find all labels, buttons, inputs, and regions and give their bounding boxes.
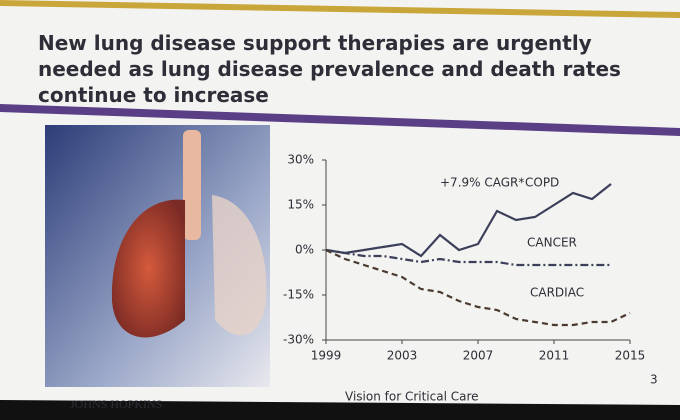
gold-band (0, 0, 680, 18)
x-tick-label: 2011 (539, 349, 570, 363)
y-tick-label: 30% (287, 153, 314, 167)
series-label: COPD (525, 176, 559, 190)
trachea (183, 130, 201, 240)
x-tick-label: 2003 (387, 349, 418, 363)
x-tick-label: 2007 (463, 349, 494, 363)
series-label: CARDIAC (530, 286, 584, 300)
organization: JOHNS HOPKINS (70, 397, 162, 411)
series-line (325, 249, 631, 327)
x-tick-label: 1999 (311, 349, 342, 363)
page-number: 3 (650, 373, 658, 387)
caption: Vision for Critical Care (345, 390, 479, 404)
y-tick-label: 0% (295, 243, 314, 257)
series-line (325, 183, 612, 258)
purple-band (0, 104, 680, 136)
annotation: +7.9% CAGR* (440, 176, 524, 190)
y-tick-label: -15% (283, 288, 314, 302)
series-label: CANCER (527, 236, 577, 250)
lung-right (212, 195, 267, 336)
x-tick-label: 2015 (615, 349, 646, 363)
y-tick-label: -30% (283, 333, 314, 347)
y-tick-label: 15% (287, 198, 314, 212)
slide-title: New lung disease support therapies are u… (38, 31, 621, 107)
lung-left (111, 199, 185, 338)
